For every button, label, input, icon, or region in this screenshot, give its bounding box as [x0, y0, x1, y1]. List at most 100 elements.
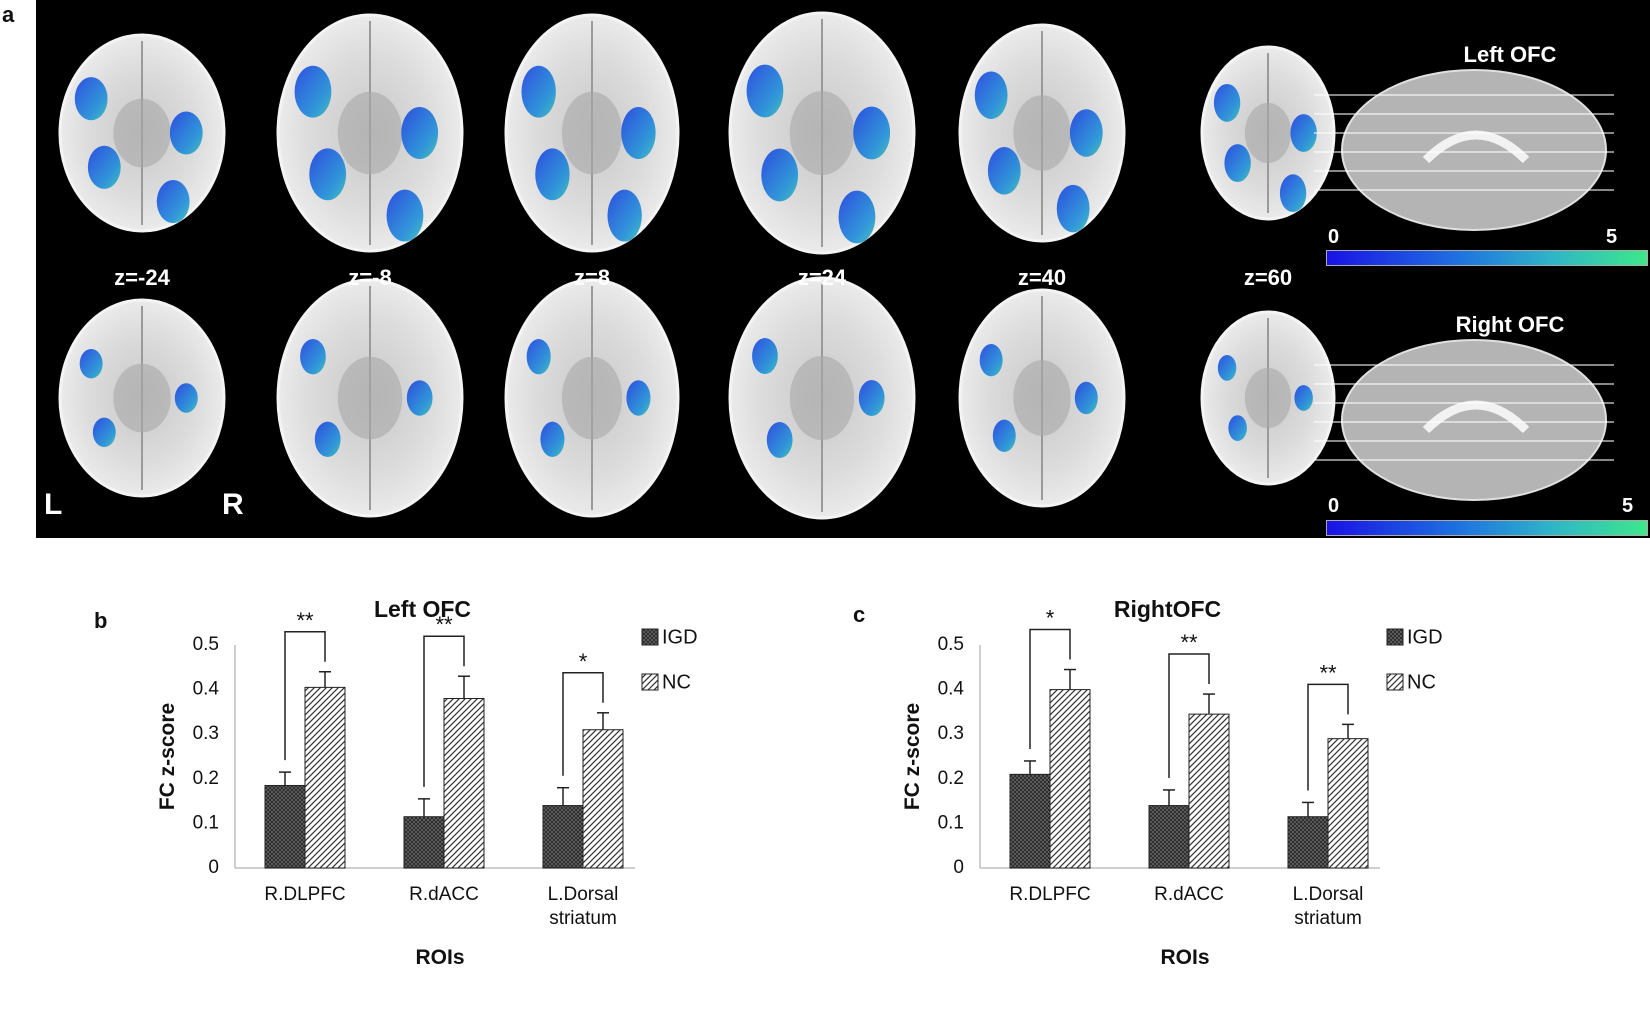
bar-igd-1 [264, 784, 306, 869]
x-tick-label: striatum [1294, 908, 1362, 929]
y-axis-label: FC z-score [156, 703, 179, 810]
fc-activation-blob [1228, 415, 1247, 441]
brain-slices-panel: z=-24 z=-8 z=8 z=24 z=40 z=60 L R Left O… [36, 0, 1650, 538]
fc-activation-blob [526, 339, 551, 375]
bar-nc-3 [1327, 738, 1369, 869]
colorbar-left-min: 0 [1328, 226, 1340, 248]
fc-activation-blob [761, 148, 799, 202]
bar-igd-3 [1287, 816, 1329, 869]
brain-inner-structure [1013, 360, 1071, 436]
panel-letter-b: b [94, 608, 108, 633]
fc-activation-blob [92, 417, 116, 447]
corpus-callosum [1422, 400, 1530, 434]
legend-label-igd: IGD [1407, 626, 1443, 648]
fc-activation-blob [621, 107, 656, 159]
x-axis-label: ROIs [415, 946, 464, 969]
fc-activation-blob [1217, 355, 1237, 381]
bar-nc-3 [582, 729, 624, 869]
y-tick-label: 0.5 [193, 634, 219, 655]
x-axis-label: ROIs [1160, 946, 1209, 969]
colorbar-right-ofc [1326, 520, 1648, 536]
legend-swatch-nc [1386, 673, 1404, 691]
bar-nc-1 [304, 686, 346, 869]
slice-label-z-24: z=24 [797, 265, 847, 290]
brain-inner-structure [337, 356, 403, 440]
bar-igd-3 [542, 805, 584, 869]
right-ofc-title: Right OFC [1455, 312, 1565, 337]
brain-inner-structure [1013, 95, 1071, 171]
brain-inner-structure [113, 98, 171, 168]
brain-inner-structure [337, 91, 403, 175]
slice-label-z-8: z=8 [573, 265, 611, 290]
fc-activation-blob [540, 421, 565, 457]
x-tick-label: R.dACC [1154, 884, 1224, 905]
significance-bracket [284, 631, 326, 761]
significance-marker: * [579, 649, 588, 674]
fc-activation-blob [987, 147, 1021, 195]
legend-swatch-igd [1386, 628, 1404, 646]
legend-label-nc: NC [1407, 671, 1436, 693]
y-tick-label: 0.1 [938, 812, 964, 833]
slice-label-z-neg24: z=-24 [114, 265, 170, 290]
bar-nc-2 [1188, 713, 1230, 869]
colorbar-right-max: 5 [1622, 495, 1634, 517]
fc-activation-blob [752, 338, 778, 374]
colorbar-left-max: 5 [1606, 226, 1618, 248]
fc-activation-blob [314, 421, 341, 457]
brain-inner-structure [1244, 102, 1292, 164]
significance-bracket [562, 672, 604, 776]
bar-igd-2 [1148, 805, 1190, 869]
fc-activation-blob [174, 383, 198, 413]
y-tick-label: 0.2 [938, 768, 964, 789]
panel-letter-a: a [2, 2, 15, 27]
fc-activation-blob [300, 339, 326, 375]
fc-activation-blob [294, 65, 332, 118]
significance-marker: ** [1319, 660, 1337, 685]
fc-activation-blob [87, 145, 121, 189]
fc-activation-blob [766, 422, 793, 458]
fc-activation-blob [406, 380, 433, 416]
legend-swatch-igd [641, 628, 659, 646]
fc-activation-blob [74, 77, 108, 121]
fc-activation-blob [1074, 381, 1098, 415]
brain-inner-structure [789, 356, 855, 440]
sagittal-brain-right-ofc [1341, 339, 1607, 501]
fc-activation-blob [156, 180, 190, 224]
fc-activation-blob [386, 189, 424, 242]
fc-activation-blob [401, 107, 439, 159]
brain-slices-figure [58, 11, 1614, 520]
y-tick-label: 0.4 [193, 679, 220, 700]
bar-igd-2 [403, 816, 445, 869]
y-axis-label: FC z-score [901, 703, 924, 810]
panel-letter-c: c [853, 602, 866, 627]
fc-activation-blob [979, 344, 1003, 377]
x-tick-label: L.Dorsal [548, 884, 619, 905]
y-tick-label: 0.2 [193, 768, 219, 789]
fc-activation-blob [607, 189, 642, 242]
fc-activation-blob [521, 65, 556, 118]
fc-activation-blob [1290, 114, 1317, 152]
significance-bracket [1168, 653, 1210, 778]
fc-activation-blob [1279, 174, 1307, 213]
bar-nc-1 [1049, 689, 1091, 869]
bar-igd-1 [1009, 773, 1051, 869]
corpus-callosum [1422, 130, 1530, 164]
brain-inner-structure [561, 91, 623, 175]
fc-activation-blob [309, 148, 347, 201]
legend-label-nc: NC [662, 671, 691, 693]
fc-activation-blob [535, 148, 570, 201]
fc-activation-blob [853, 106, 891, 160]
fc-activation-blob [858, 380, 885, 416]
legend-swatch-nc [641, 673, 659, 691]
x-tick-label: L.Dorsal [1293, 884, 1364, 905]
orientation-left-label: L [44, 488, 63, 521]
brain-inner-structure [789, 91, 855, 175]
significance-marker: ** [1180, 630, 1198, 655]
fc-activation-blob [974, 71, 1008, 119]
x-tick-label: R.DLPFC [264, 884, 345, 905]
y-tick-label: 0 [953, 857, 964, 878]
colorbar-left-ofc [1326, 250, 1648, 266]
y-tick-label: 0.5 [938, 634, 964, 655]
x-tick-label: striatum [549, 908, 617, 929]
chart-title: RightOFC [1114, 600, 1221, 622]
